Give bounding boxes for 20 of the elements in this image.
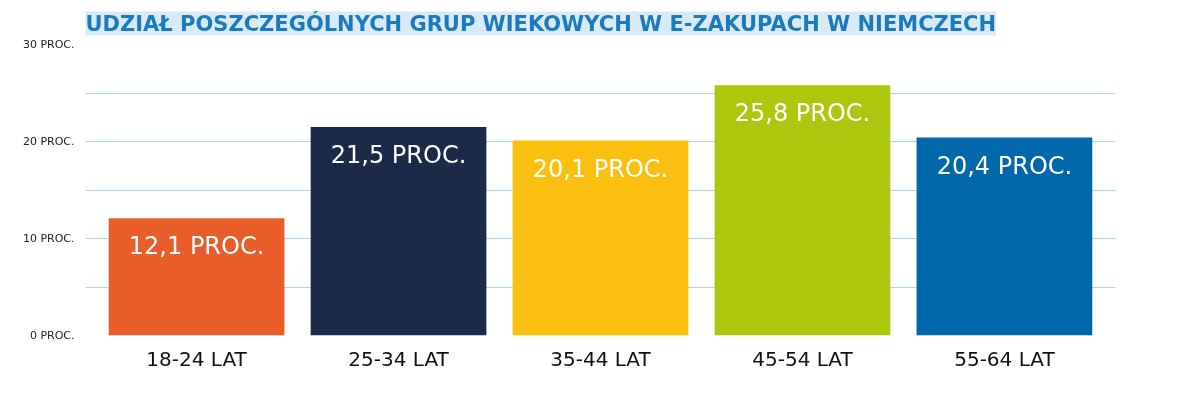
x-tick-label: 35-44 LAT [550, 346, 652, 371]
bar [310, 126, 487, 336]
data-label: 12,1 PROC. [128, 232, 265, 261]
bar [512, 140, 689, 336]
data-label: 25,8 PROC. [734, 99, 871, 128]
x-tick-label: 25-34 LAT [348, 346, 450, 371]
data-label: 20,1 PROC. [532, 154, 669, 183]
x-tick-label: 45-54 LAT [752, 346, 854, 371]
data-label: 20,4 PROC. [936, 151, 1073, 180]
chart-title: UDZIAŁ POSZCZEGÓLNYCH GRUP WIEKOWYCH W E-ZAKUPACH W NIEMCZECH [85, 10, 997, 36]
data-label: 21,5 PROC. [330, 140, 467, 169]
x-tick-label: 55-64 LAT [954, 346, 1056, 371]
y-tick-label: 20 PROC. [22, 135, 75, 148]
x-tick-label: 18-24 LAT [146, 346, 248, 371]
y-tick-label: 0 PROC. [29, 329, 75, 342]
bar [714, 85, 891, 336]
y-tick-label: 30 PROC. [22, 38, 75, 51]
y-tick-label: 10 PROC. [22, 232, 75, 245]
bar [916, 137, 1093, 336]
bar [108, 218, 285, 336]
